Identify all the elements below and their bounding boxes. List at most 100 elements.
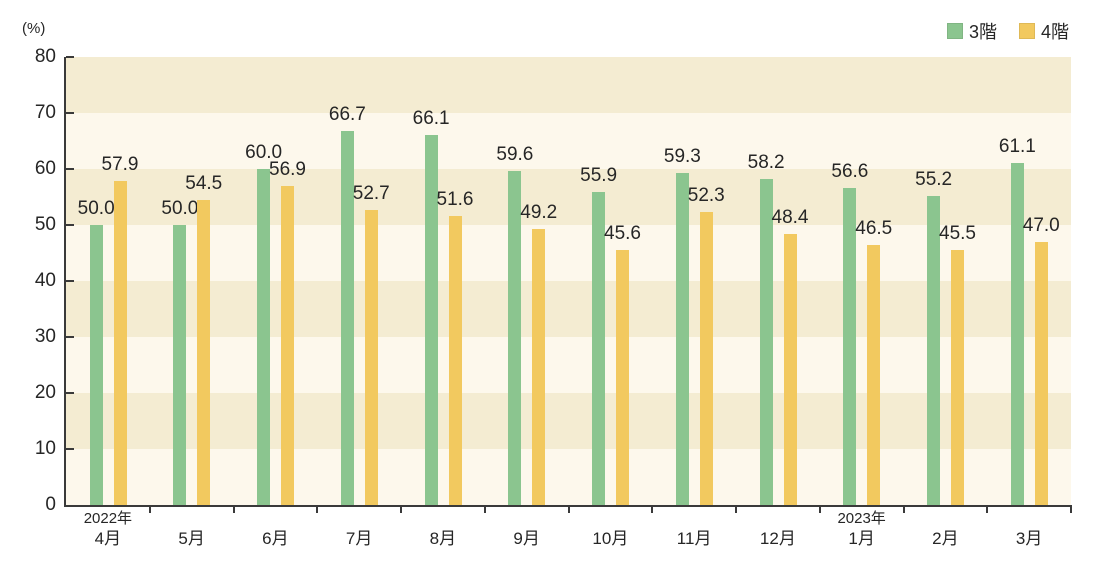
bar-series-1 <box>867 244 881 505</box>
y-tick-mark <box>66 448 74 450</box>
bar-value-label: 50.0 <box>161 198 199 219</box>
x-tick-label: 7月 <box>345 529 373 548</box>
bar-value-label: 60.0 <box>245 142 283 163</box>
bar-series-0 <box>508 171 522 505</box>
y-tick-label: 0 <box>45 494 56 515</box>
x-tick-mark <box>400 505 402 513</box>
bar-value-label: 45.5 <box>939 223 976 245</box>
plot-band <box>66 57 1071 113</box>
plot-band <box>66 225 1071 281</box>
y-axis-unit-label: (%) <box>22 20 46 37</box>
plot-band <box>66 449 1071 505</box>
x-tick-label: 5月 <box>178 529 205 548</box>
chart-legend: 3階 4階 <box>946 18 1069 44</box>
y-tick-label: 70 <box>34 102 56 123</box>
x-tick-mark <box>986 505 989 513</box>
x-tick-label: 11月 <box>676 529 712 548</box>
bar-value-label: 49.2 <box>520 202 558 224</box>
x-tick-label: 6月 <box>262 529 289 548</box>
bar-series-1 <box>616 249 630 505</box>
x-tick-label: 9月 <box>513 529 540 548</box>
bar-series-1 <box>113 180 127 505</box>
bar-series-0 <box>675 172 689 505</box>
bar-value-label: 54.5 <box>185 172 223 194</box>
legend-label: 3階 <box>968 22 997 42</box>
bar-series-0 <box>424 134 438 505</box>
bar-value-label: 56.6 <box>831 161 869 183</box>
y-tick-mark <box>66 224 74 226</box>
y-tick-label: 10 <box>34 438 56 459</box>
y-tick-label: 20 <box>34 382 56 403</box>
legend-label: 4階 <box>1040 22 1069 42</box>
bar-value-label: 59.6 <box>496 144 534 166</box>
bar-value-label: 66.7 <box>328 104 366 126</box>
x-tick-label: 3月 <box>1015 529 1043 548</box>
bar-value-label: 66.1 <box>412 107 450 129</box>
bar-value-label: 51.6 <box>436 189 474 211</box>
x-year-label: 2022年 <box>83 510 133 527</box>
bar-value-label: 55.2 <box>915 168 953 190</box>
bar-series-1 <box>448 216 462 505</box>
x-tick-label: 8月 <box>429 529 457 548</box>
x-tick-mark <box>483 505 486 513</box>
y-tick-mark <box>66 280 74 282</box>
bar-value-label: 59.3 <box>663 145 701 167</box>
y-tick-mark <box>66 168 74 170</box>
x-year-label: 2023年 <box>837 510 886 527</box>
x-tick-label: 2月 <box>932 529 959 548</box>
plot-area: 0 10 20 30 40 50 60 70 80 50.0 50.0 60.0 66.7 66.1 59.… <box>35 46 1072 548</box>
bar-value-label: 52.3 <box>687 185 725 207</box>
bar-series-1 <box>1034 241 1048 505</box>
x-tick-label: 12月 <box>759 529 796 548</box>
y-tick-mark <box>66 392 74 394</box>
x-tick-label: 4月 <box>94 529 122 548</box>
bar-value-label: 57.9 <box>101 153 139 175</box>
bar-series-1 <box>699 212 713 505</box>
x-tick-mark <box>232 505 235 513</box>
bar-series-1 <box>364 209 378 505</box>
bar-series-0 <box>1010 162 1024 505</box>
x-tick-mark <box>902 505 905 513</box>
x-tick-label: 1月 <box>848 529 875 548</box>
x-tick-mark <box>735 505 737 513</box>
bar-series-0 <box>173 225 187 505</box>
bar-series-1 <box>197 199 211 505</box>
x-tick-mark <box>651 505 654 513</box>
bar-series-0 <box>927 195 941 505</box>
bar-series-0 <box>592 191 606 505</box>
legend-item: 3階 <box>946 18 997 44</box>
bar-value-label: 48.4 <box>771 206 809 228</box>
bar-value-label: 45.6 <box>604 222 641 244</box>
legend-swatch <box>1018 23 1035 39</box>
bar-series-1 <box>532 229 546 505</box>
bar-series-1 <box>783 233 797 505</box>
y-tick-label: 40 <box>34 270 56 291</box>
bar-value-label: 50.0 <box>77 198 115 219</box>
bar-value-label: 52.7 <box>352 182 390 204</box>
bar-value-label: 47.0 <box>1022 214 1060 236</box>
bar-value-label: 55.9 <box>580 164 618 186</box>
bar-series-0 <box>843 188 857 505</box>
x-tick-mark <box>316 505 319 513</box>
y-tick-mark <box>66 336 74 338</box>
y-tick-mark <box>66 56 74 58</box>
y-tick-label: 80 <box>34 46 56 67</box>
bar-series-0 <box>340 131 354 505</box>
bar-series-1 <box>281 186 295 505</box>
plot-band <box>66 337 1071 393</box>
bar-value-label: 46.5 <box>855 217 893 239</box>
y-tick-label: 30 <box>34 326 56 347</box>
x-tick-label: 10月 <box>592 529 629 548</box>
plot-band <box>66 169 1071 225</box>
x-tick-mark <box>567 505 570 513</box>
bar-value-label: 61.1 <box>998 135 1036 157</box>
bar-series-1 <box>951 250 965 505</box>
plot-band <box>66 393 1071 449</box>
bar-series-0 <box>759 179 773 505</box>
x-tick-mark <box>148 505 151 513</box>
y-tick-label: 50 <box>34 214 56 235</box>
legend-swatch <box>946 23 963 39</box>
bar-series-0 <box>89 225 103 505</box>
bar-value-label: 56.9 <box>269 159 306 181</box>
